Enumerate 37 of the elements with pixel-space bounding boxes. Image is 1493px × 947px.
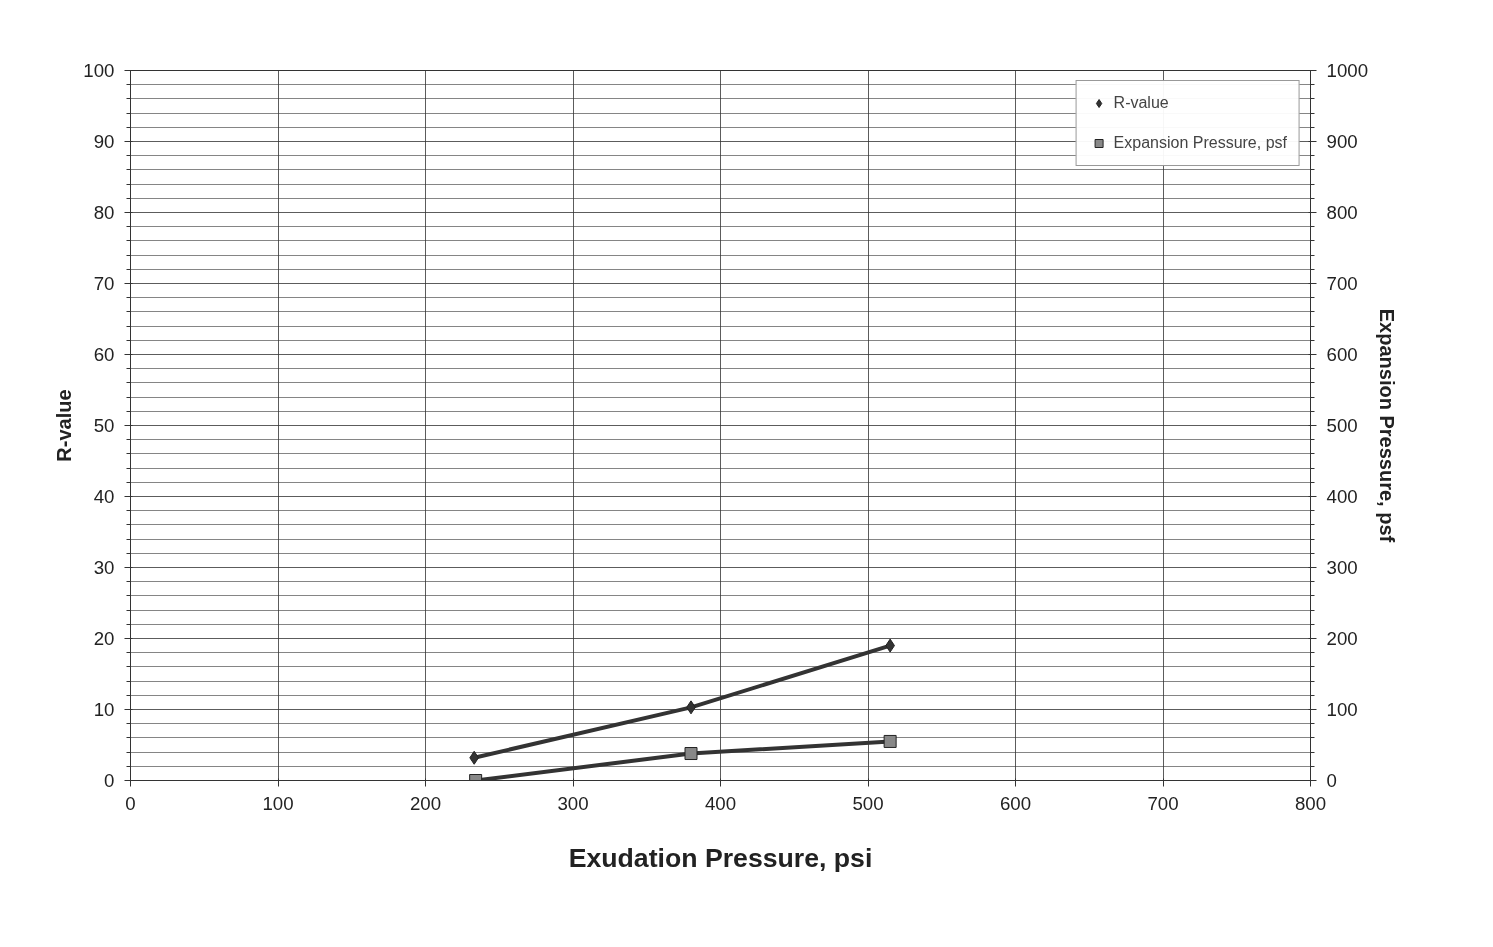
point bbox=[469, 750, 480, 765]
y2-tick-label: 100 bbox=[1326, 699, 1358, 720]
y-tick-label: 40 bbox=[93, 486, 115, 507]
y-tick-label: 30 bbox=[93, 557, 115, 578]
x-tick-label: 200 bbox=[409, 792, 442, 814]
y-tick-label: 50 bbox=[93, 415, 115, 436]
y2-tick-label: 900 bbox=[1326, 131, 1358, 152]
y2-tick-label: 500 bbox=[1326, 415, 1358, 436]
y2-tick-label: 400 bbox=[1326, 486, 1358, 507]
y-tick-label: 80 bbox=[93, 202, 115, 223]
y-tick-label: 90 bbox=[93, 131, 115, 152]
y2-axis-title: Expansion Pressure, psf bbox=[1376, 308, 1398, 543]
y2-tick-label: 1000 bbox=[1326, 60, 1369, 81]
legend-label: Expansion Pressure, psf bbox=[1113, 134, 1287, 152]
y-tick-label: 60 bbox=[93, 344, 115, 365]
y2-tick-label: 300 bbox=[1326, 557, 1358, 578]
y-tick-label: 10 bbox=[93, 699, 115, 720]
y2-tick-label: 700 bbox=[1326, 273, 1358, 294]
x-tick-label: 300 bbox=[557, 792, 589, 814]
x-tick-label: 100 bbox=[262, 792, 294, 814]
y2-tick-label: 600 bbox=[1326, 344, 1358, 365]
legend-label: R-value bbox=[1113, 94, 1169, 112]
x-tick-label: 700 bbox=[1147, 792, 1179, 814]
x-tick-label: 500 bbox=[852, 792, 884, 814]
y-tick-label: 70 bbox=[93, 273, 115, 294]
y-tick-label: 0 bbox=[104, 770, 115, 791]
x-tick-label: 600 bbox=[999, 792, 1032, 814]
x-axis-title: Exudation Pressure, psi bbox=[568, 842, 873, 873]
y2-tick-label: 200 bbox=[1326, 628, 1358, 649]
x-tick-label: 800 bbox=[1294, 792, 1327, 814]
y2-tick-label: 0 bbox=[1326, 770, 1337, 791]
y-tick-label: 100 bbox=[83, 60, 115, 81]
x-tick-label: 0 bbox=[125, 792, 136, 814]
y-tick-label: 20 bbox=[93, 628, 115, 649]
y-axis-title: R-value bbox=[53, 389, 76, 462]
y2-tick-label: 800 bbox=[1326, 202, 1358, 223]
x-tick-label: 400 bbox=[704, 792, 737, 814]
